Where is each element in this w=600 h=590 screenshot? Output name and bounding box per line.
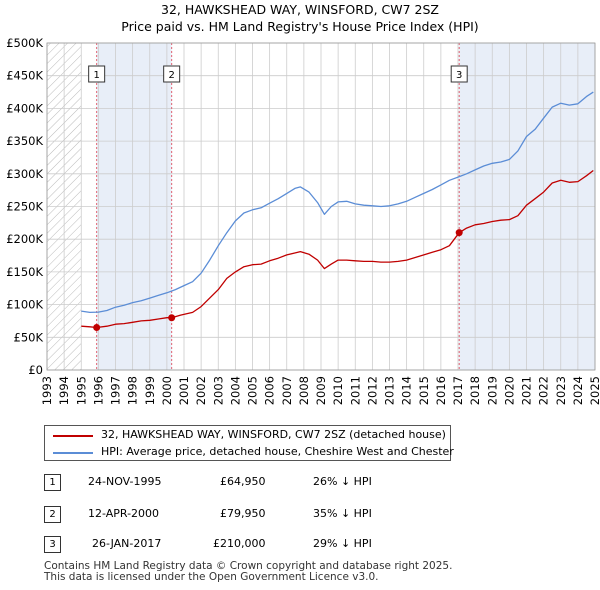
x-tick-label: 2014 bbox=[400, 376, 414, 405]
table-row: 2 12-APR-2000 £79,950 35% ↓ HPI bbox=[0, 505, 600, 523]
sale-number-box bbox=[450, 65, 468, 83]
x-tick-label: 1999 bbox=[143, 376, 157, 405]
sale-price: £210,000 bbox=[213, 537, 266, 550]
x-tick-label: 2022 bbox=[537, 376, 551, 405]
chart-subtitle: Price paid vs. HM Land Registry's House … bbox=[121, 19, 479, 34]
sale-number-box bbox=[88, 65, 106, 83]
x-tick-label: 2023 bbox=[554, 376, 568, 405]
x-tick-label: 2019 bbox=[485, 376, 499, 405]
y-tick-label: £150K bbox=[6, 265, 43, 279]
legend-label-hpi: HPI: Average price, detached house, Ches… bbox=[101, 445, 454, 458]
price-chart: £0 £50K £100K £150K £200K £250K £300K £350K £400… bbox=[6, 36, 600, 405]
y-tick-label: £50K bbox=[14, 330, 44, 344]
legend-label-price: 32, HAWKSHEAD WAY, WINSFORD, CW7 2SZ (de… bbox=[101, 428, 446, 441]
y-tick-label: £200K bbox=[6, 232, 43, 246]
y-tick-label: £450K bbox=[6, 69, 43, 83]
x-tick-label: 2003 bbox=[211, 376, 225, 405]
chart-legend: 32, HAWKSHEAD WAY, WINSFORD, CW7 2SZ (de… bbox=[44, 425, 454, 461]
sale-number-label: 1 bbox=[93, 70, 99, 81]
footer-copyright: Contains HM Land Registry data © Crown c… bbox=[44, 560, 453, 572]
x-tick-label: 2013 bbox=[383, 376, 397, 405]
x-tick-label: 2024 bbox=[571, 376, 585, 405]
y-tick-label: £350K bbox=[6, 134, 43, 148]
sale-hpi-diff: 35% ↓ HPI bbox=[313, 507, 372, 520]
x-tick-label: 2004 bbox=[228, 376, 242, 405]
x-tick-label: 2002 bbox=[194, 376, 208, 405]
sale-number-label: 2 bbox=[168, 70, 174, 81]
sale-number-label: 3 bbox=[456, 70, 462, 81]
sale-price: £64,950 bbox=[220, 475, 266, 488]
x-tick-label: 2020 bbox=[502, 376, 516, 405]
sale-badge: 3 bbox=[44, 536, 61, 553]
sale-badge: 1 bbox=[44, 474, 61, 491]
x-tick-label: 1997 bbox=[109, 376, 123, 405]
y-tick-label: £500K bbox=[6, 36, 43, 50]
x-tick-label: 1996 bbox=[91, 376, 105, 405]
footer-license: This data is licensed under the Open Gov… bbox=[44, 571, 379, 583]
x-tick-label: 2021 bbox=[520, 376, 534, 405]
sale-badge: 2 bbox=[44, 506, 61, 523]
y-tick-label: £300K bbox=[6, 167, 43, 181]
sale-hpi-diff: 29% ↓ HPI bbox=[313, 537, 372, 550]
x-tick-label: 2009 bbox=[314, 376, 328, 405]
x-tick-label: 2010 bbox=[331, 376, 345, 405]
table-row: 1 24-NOV-1995 £64,950 26% ↓ HPI bbox=[0, 473, 600, 491]
footer: Contains HM Land Registry data © Crown c… bbox=[44, 561, 452, 583]
sale-point bbox=[93, 324, 101, 332]
sale-price: £79,950 bbox=[220, 507, 266, 520]
series-line-hpi bbox=[81, 91, 594, 314]
sale-hpi-diff: 26% ↓ HPI bbox=[313, 475, 372, 488]
x-tick-label: 2007 bbox=[280, 376, 294, 405]
y-tick-label: £0 bbox=[28, 363, 43, 377]
series-line-price bbox=[81, 169, 594, 329]
x-tick-label: 1998 bbox=[126, 376, 140, 405]
sale-date: 12-APR-2000 bbox=[88, 507, 160, 520]
x-tick-label: 2012 bbox=[365, 376, 379, 405]
x-tick-label: 2008 bbox=[297, 376, 311, 405]
x-tick-label: 2018 bbox=[468, 376, 482, 405]
x-tick-label: 1993 bbox=[40, 376, 54, 405]
sale-date: 26-JAN-2017 bbox=[92, 537, 162, 550]
legend-line-hpi bbox=[53, 452, 93, 454]
x-tick-label: 2017 bbox=[451, 376, 465, 405]
x-tick-label: 1995 bbox=[74, 376, 88, 405]
y-tick-label: £250K bbox=[6, 200, 43, 214]
x-tick-label: 2015 bbox=[417, 376, 431, 405]
x-tick-label: 2006 bbox=[263, 376, 277, 405]
x-tick-label: 2016 bbox=[434, 376, 448, 405]
y-tick-label: £100K bbox=[6, 298, 43, 312]
plot-frame bbox=[46, 42, 596, 371]
x-tick-label: 2001 bbox=[177, 376, 191, 405]
table-row: 3 26-JAN-2017 £210,000 29% ↓ HPI bbox=[0, 535, 600, 553]
chart-title: 32, HAWKSHEAD WAY, WINSFORD, CW7 2SZ bbox=[161, 2, 439, 17]
x-tick-label: 1994 bbox=[57, 376, 71, 405]
x-tick-label: 2011 bbox=[348, 376, 362, 405]
x-tick-label: 2025 bbox=[588, 376, 600, 405]
sale-point bbox=[168, 314, 176, 322]
sale-point bbox=[455, 229, 463, 237]
legend-line-price bbox=[53, 435, 93, 437]
sale-date: 24-NOV-1995 bbox=[88, 475, 162, 488]
y-tick-label: £400K bbox=[6, 101, 43, 115]
sale-number-box bbox=[163, 65, 181, 83]
x-tick-label: 2005 bbox=[246, 376, 260, 405]
x-tick-label: 2000 bbox=[160, 376, 174, 405]
